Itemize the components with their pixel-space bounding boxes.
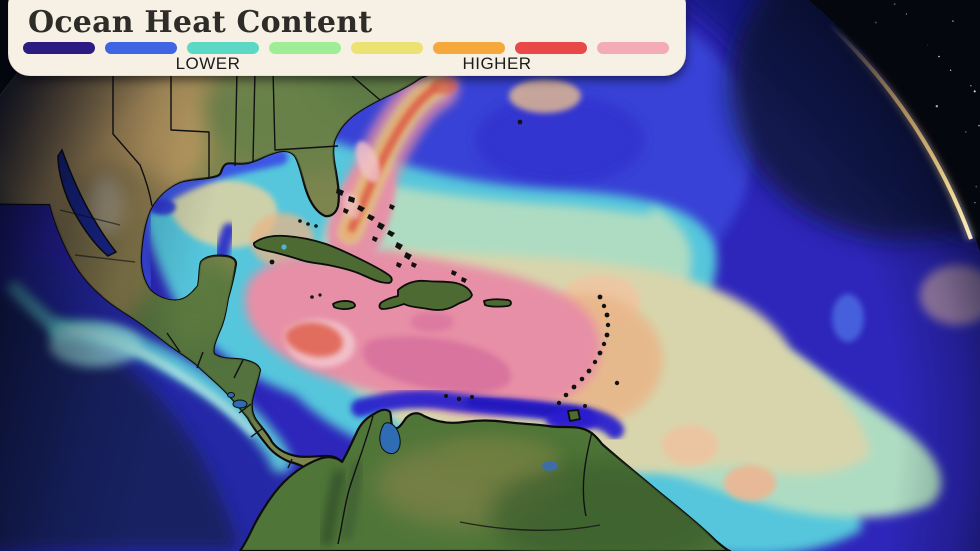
legend-swatch-very-high bbox=[515, 42, 587, 54]
legend-swatch-below-mid bbox=[269, 42, 341, 54]
legend-lower-label: LOWER bbox=[175, 54, 241, 73]
legend-title: Ocean Heat Content bbox=[28, 5, 373, 40]
legend-swatch-above-mid bbox=[351, 42, 423, 54]
legend-panel: Ocean Heat Content LOWER HIGHER bbox=[8, 0, 686, 76]
legend-higher-label: HIGHER bbox=[462, 54, 532, 73]
legend-swatch-highest bbox=[597, 42, 669, 54]
legend-swatches bbox=[23, 42, 669, 54]
legend-swatch-low bbox=[187, 42, 259, 54]
legend-swatch-high bbox=[433, 42, 505, 54]
limb-glow bbox=[826, 21, 976, 241]
legend-swatch-lowest bbox=[23, 42, 95, 54]
legend-swatch-very-low bbox=[105, 42, 177, 54]
